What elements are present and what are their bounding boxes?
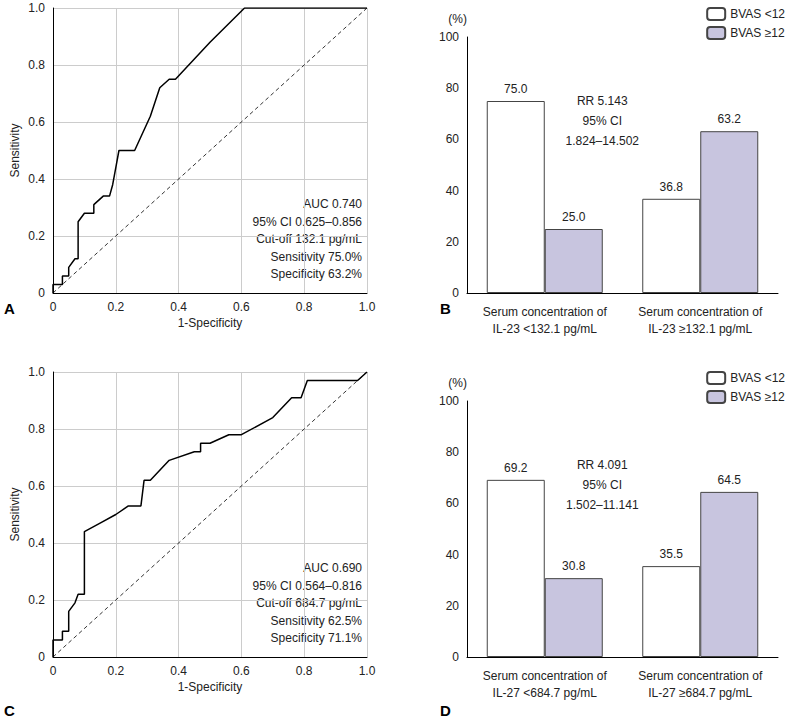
svg-text:IL-23 <132.1 pg/mL: IL-23 <132.1 pg/mL <box>493 322 598 336</box>
svg-text:63.2: 63.2 <box>718 112 742 126</box>
svg-text:RR 5.143: RR 5.143 <box>577 94 628 108</box>
svg-text:AUC 0.740: AUC 0.740 <box>303 197 362 211</box>
svg-text:1.0: 1.0 <box>359 664 376 678</box>
svg-text:0.6: 0.6 <box>28 479 45 493</box>
svg-text:25.0: 25.0 <box>562 210 586 224</box>
svg-text:0.4: 0.4 <box>28 172 45 186</box>
svg-text:1-Specificity: 1-Specificity <box>178 316 243 330</box>
svg-text:Serum concentration of: Serum concentration of <box>638 305 763 319</box>
svg-text:95% CI 0.564–0.816: 95% CI 0.564–0.816 <box>253 579 363 593</box>
svg-text:Sensitivity: Sensitivity <box>8 487 22 541</box>
svg-text:100: 100 <box>439 30 459 44</box>
svg-text:40: 40 <box>446 184 460 198</box>
svg-text:20: 20 <box>446 235 460 249</box>
svg-text:0.8: 0.8 <box>28 58 45 72</box>
svg-text:100: 100 <box>439 394 459 408</box>
svg-text:80: 80 <box>446 81 460 95</box>
svg-text:Serum concentration of: Serum concentration of <box>483 305 608 319</box>
svg-text:Serum concentration of: Serum concentration of <box>483 669 608 683</box>
svg-text:0.2: 0.2 <box>107 300 124 314</box>
svg-text:RR 4.091: RR 4.091 <box>577 458 628 472</box>
svg-text:95% CI: 95% CI <box>583 114 622 128</box>
svg-text:69.2: 69.2 <box>504 461 528 475</box>
svg-text:0: 0 <box>452 650 459 664</box>
svg-text:IL-27 ≥684.7 pg/mL: IL-27 ≥684.7 pg/mL <box>648 686 752 700</box>
svg-text:0.6: 0.6 <box>28 115 45 129</box>
svg-text:BVAS ≥12: BVAS ≥12 <box>730 26 785 40</box>
svg-text:0.6: 0.6 <box>233 300 250 314</box>
svg-text:Sensitivity 75.0%: Sensitivity 75.0% <box>271 250 363 264</box>
svg-text:1.824–14.502: 1.824–14.502 <box>566 134 640 148</box>
svg-text:C: C <box>4 702 15 719</box>
svg-text:Cut-off 684.7 pg/mL: Cut-off 684.7 pg/mL <box>256 596 362 610</box>
svg-text:0.8: 0.8 <box>296 300 313 314</box>
svg-text:Sensitivity 62.5%: Sensitivity 62.5% <box>271 614 363 628</box>
svg-text:IL-27 <684.7 pg/mL: IL-27 <684.7 pg/mL <box>493 686 598 700</box>
svg-text:36.8: 36.8 <box>660 180 684 194</box>
svg-text:Specificity 71.1%: Specificity 71.1% <box>271 631 363 645</box>
svg-text:1.0: 1.0 <box>28 365 45 379</box>
svg-text:0.2: 0.2 <box>28 229 45 243</box>
svg-text:0.4: 0.4 <box>170 664 187 678</box>
svg-text:1-Specificity: 1-Specificity <box>178 680 243 694</box>
svg-text:95% CI: 95% CI <box>583 478 622 492</box>
svg-text:B: B <box>440 300 451 317</box>
svg-text:(%): (%) <box>448 376 467 390</box>
svg-text:Sensitivity: Sensitivity <box>8 123 22 177</box>
svg-text:1.0: 1.0 <box>28 1 45 15</box>
svg-text:60: 60 <box>446 496 460 510</box>
svg-text:Specificity 63.2%: Specificity 63.2% <box>271 267 363 281</box>
svg-text:BVAS <12: BVAS <12 <box>730 371 785 385</box>
svg-text:A: A <box>4 300 15 317</box>
svg-text:40: 40 <box>446 548 460 562</box>
svg-text:75.0: 75.0 <box>504 82 528 96</box>
svg-text:64.5: 64.5 <box>718 473 742 487</box>
svg-text:Cut-off 132.1 pg/mL: Cut-off 132.1 pg/mL <box>256 232 362 246</box>
svg-text:0.4: 0.4 <box>170 300 187 314</box>
svg-text:Serum concentration of: Serum concentration of <box>638 669 763 683</box>
svg-text:0.2: 0.2 <box>28 593 45 607</box>
svg-text:0.2: 0.2 <box>107 664 124 678</box>
svg-text:0: 0 <box>50 664 57 678</box>
svg-text:0: 0 <box>38 650 45 664</box>
svg-text:1.502–11.141: 1.502–11.141 <box>566 498 639 512</box>
svg-text:0: 0 <box>50 300 57 314</box>
svg-text:0.8: 0.8 <box>296 664 313 678</box>
svg-text:20: 20 <box>446 599 460 613</box>
svg-text:IL-23 ≥132.1 pg/mL: IL-23 ≥132.1 pg/mL <box>648 322 752 336</box>
svg-text:0: 0 <box>452 286 459 300</box>
svg-text:BVAS ≥12: BVAS ≥12 <box>730 390 785 404</box>
svg-text:95% CI 0.625–0.856: 95% CI 0.625–0.856 <box>253 215 363 229</box>
svg-text:AUC 0.690: AUC 0.690 <box>303 561 362 575</box>
svg-text:0.4: 0.4 <box>28 536 45 550</box>
svg-text:30.8: 30.8 <box>562 559 586 573</box>
svg-text:D: D <box>440 702 451 719</box>
svg-text:(%): (%) <box>448 12 467 26</box>
svg-text:80: 80 <box>446 445 460 459</box>
svg-text:0.6: 0.6 <box>233 664 250 678</box>
svg-text:0: 0 <box>38 286 45 300</box>
svg-text:60: 60 <box>446 132 460 146</box>
svg-text:0.8: 0.8 <box>28 422 45 436</box>
svg-text:35.5: 35.5 <box>660 547 684 561</box>
svg-text:1.0: 1.0 <box>359 300 376 314</box>
svg-text:BVAS <12: BVAS <12 <box>730 7 785 21</box>
